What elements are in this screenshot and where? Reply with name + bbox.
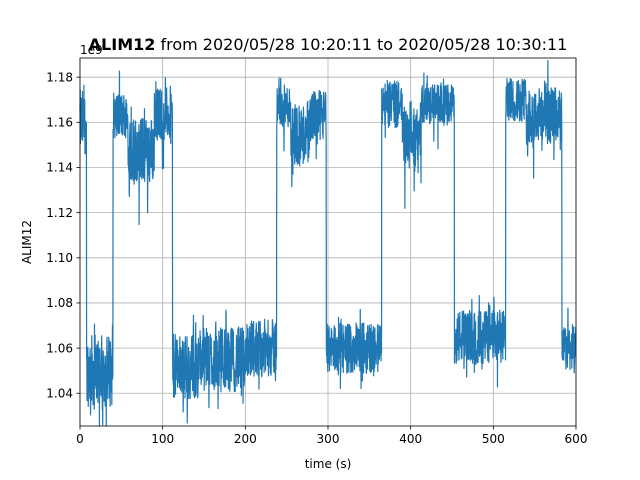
- grid-lines: [79, 58, 577, 426]
- x-tick-label: 100: [151, 432, 174, 446]
- x-tick-label: 400: [399, 432, 422, 446]
- y-axis-ticks: 1.04 1.06 1.08 1.10 1.12 1.14 1.16 1.18: [46, 70, 80, 400]
- x-tick-label: 0: [76, 432, 84, 446]
- chart-title-rest: from 2020/05/28 10:20:11 to 2020/05/28 1…: [155, 35, 567, 54]
- x-axis-label: time (s): [305, 457, 352, 471]
- series-path: [79, 60, 577, 427]
- x-tick-label: 500: [482, 432, 505, 446]
- series-line: [79, 60, 577, 427]
- y-tick-label: 1.10: [46, 251, 73, 265]
- y-tick-label: 1.04: [46, 386, 73, 400]
- chart-title-bold: ALIM12: [89, 35, 156, 54]
- y-tick-label: 1.12: [46, 206, 73, 220]
- y-axis-label: ALIM12: [20, 220, 34, 264]
- y-tick-label: 1.06: [46, 341, 73, 355]
- y-tick-label: 1.08: [46, 296, 73, 310]
- x-tick-label: 200: [234, 432, 257, 446]
- chart-title: ALIM12 from 2020/05/28 10:20:11 to 2020/…: [89, 35, 568, 54]
- x-tick-label: 600: [565, 432, 588, 446]
- x-axis-ticks: 0 100 200 300 400 500 600: [76, 426, 587, 446]
- y-tick-label: 1.18: [46, 70, 73, 84]
- y-tick-label: 1.16: [46, 116, 73, 130]
- y-tick-label: 1.14: [46, 161, 73, 175]
- x-tick-label: 300: [317, 432, 340, 446]
- y-offset-text: 1e9: [80, 43, 103, 57]
